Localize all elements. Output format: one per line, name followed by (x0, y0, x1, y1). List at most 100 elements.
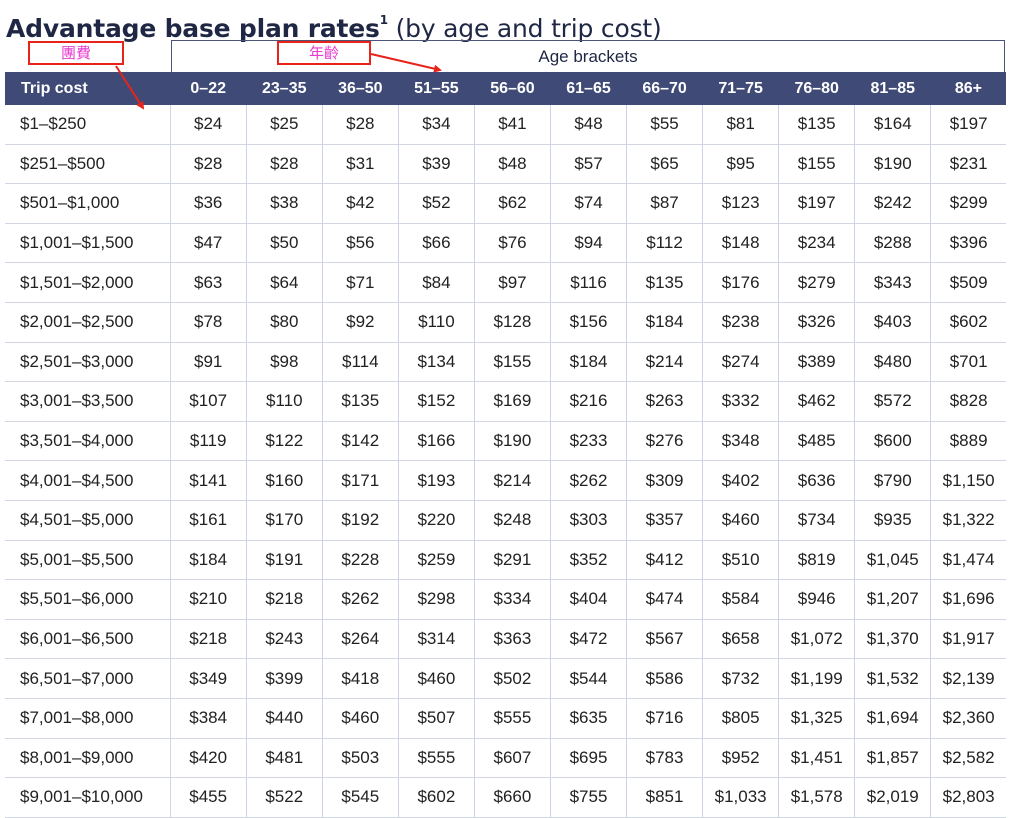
rate-cell: $1,072 (778, 619, 855, 660)
table-row: $9,001–$10,000 $455 $522 $545 $602 $660 $755 $8… (5, 777, 1006, 818)
rate-cell: $56 (321, 223, 399, 264)
rate-cell: $110 (245, 381, 323, 422)
rate-cell: $87 (626, 183, 703, 224)
rate-cell: $135 (321, 381, 399, 422)
rate-cell: $1,451 (778, 738, 855, 779)
trip-cost-cell: $8,001–$9,000 (5, 738, 171, 779)
rate-cell: $602 (397, 777, 475, 818)
rate-cell: $214 (473, 460, 551, 501)
rate-cell: $160 (245, 460, 323, 501)
rate-cell: $123 (702, 183, 779, 224)
trip-cost-column-header: Trip cost (5, 72, 171, 105)
rate-cell: $658 (702, 619, 779, 660)
rate-cell: $403 (854, 302, 931, 343)
rate-cell: $78 (169, 302, 247, 343)
rate-cell: $1,370 (854, 619, 931, 660)
rate-cell: $1,917 (930, 619, 1006, 660)
rate-cell: $47 (169, 223, 247, 264)
rate-cell: $935 (854, 500, 931, 541)
rate-cell: $607 (473, 738, 551, 779)
rate-cell: $264 (321, 619, 399, 660)
rate-cell: $161 (169, 500, 247, 541)
rate-cell: $84 (397, 262, 475, 303)
rate-cell: $695 (549, 738, 627, 779)
trip-cost-cell: $4,501–$5,000 (5, 500, 171, 541)
rate-cell: $234 (778, 223, 855, 264)
rate-cell: $276 (626, 421, 703, 462)
table-row: $5,501–$6,000 $210 $218 $262 $298 $334 $404 $47… (5, 579, 1006, 620)
rate-cell: $36 (169, 183, 247, 224)
rate-cell: $460 (397, 658, 475, 699)
rate-cell: $64 (245, 262, 323, 303)
rate-cell: $805 (702, 698, 779, 739)
table-row: $501–$1,000 $36 $38 $42 $52 $62 $74 $87 $123 $197… (5, 183, 1006, 224)
rate-cell: $1,857 (854, 738, 931, 779)
rate-cell: $348 (702, 421, 779, 462)
table-row: $3,001–$3,500 $107 $110 $135 $152 $169 $216 $26… (5, 381, 1006, 422)
trip-cost-cell: $6,001–$6,500 (5, 619, 171, 660)
age-column-header: 51–55 (398, 72, 475, 105)
age-column-header: 0–22 (170, 72, 247, 105)
rate-cell: $545 (321, 777, 399, 818)
rate-cell: $142 (321, 421, 399, 462)
rate-cell: $50 (245, 223, 323, 264)
rate-cell: $193 (397, 460, 475, 501)
table-row: $7,001–$8,000 $384 $440 $460 $507 $555 $635 $71… (5, 698, 1006, 739)
rate-cell: $1,033 (702, 777, 779, 818)
rate-cell: $279 (778, 262, 855, 303)
trip-cost-cell: $2,001–$2,500 (5, 302, 171, 343)
trip-cost-cell: $5,501–$6,000 (5, 579, 171, 620)
rate-cell: $462 (778, 381, 855, 422)
rate-cell: $1,532 (854, 658, 931, 699)
trip-cost-annotation: 團費 (28, 41, 124, 65)
rate-cell: $134 (397, 342, 475, 383)
rate-cell: $396 (930, 223, 1006, 264)
table-row: $251–$500 $28 $28 $31 $39 $48 $57 $65 $95 $155 $19… (5, 144, 1006, 185)
rate-cell: $602 (930, 302, 1006, 343)
rate-cell: $184 (169, 540, 247, 581)
rate-cell: $184 (626, 302, 703, 343)
rate-cell: $191 (245, 540, 323, 581)
rate-cell: $55 (626, 105, 703, 145)
rate-cell: $389 (778, 342, 855, 383)
rate-cell: $755 (549, 777, 627, 818)
rate-cell: $567 (626, 619, 703, 660)
rate-cell: $197 (930, 105, 1006, 145)
rate-cell: $76 (473, 223, 551, 264)
rate-cell: $128 (473, 302, 551, 343)
trip-cost-cell: $1,001–$1,500 (5, 223, 171, 264)
rate-cell: $460 (702, 500, 779, 541)
rate-cell: $62 (473, 183, 551, 224)
rate-cell: $349 (169, 658, 247, 699)
rate-cell: $38 (245, 183, 323, 224)
rate-cell: $170 (245, 500, 323, 541)
trip-cost-cell: $3,001–$3,500 (5, 381, 171, 422)
rate-cell: $169 (473, 381, 551, 422)
rate-cell: $819 (778, 540, 855, 581)
rate-cell: $218 (245, 579, 323, 620)
trip-cost-cell: $1–$250 (5, 105, 171, 145)
rate-cell: $352 (549, 540, 627, 581)
table-row: $6,001–$6,500 $218 $243 $264 $314 $363 $472 $56… (5, 619, 1006, 660)
table-row: $2,001–$2,500 $78 $80 $92 $110 $128 $156 $184 $2… (5, 302, 1006, 343)
trip-cost-cell: $501–$1,000 (5, 183, 171, 224)
rate-cell: $399 (245, 658, 323, 699)
table-row: $4,001–$4,500 $141 $160 $171 $193 $214 $262 $30… (5, 460, 1006, 501)
trip-cost-cell: $1,501–$2,000 (5, 262, 171, 303)
rate-cell: $94 (549, 223, 627, 264)
rate-cell: $233 (549, 421, 627, 462)
rate-cell: $635 (549, 698, 627, 739)
rate-cell: $783 (626, 738, 703, 779)
table-row: $3,501–$4,000 $119 $122 $142 $166 $190 $233 $27… (5, 421, 1006, 462)
rate-cell: $460 (321, 698, 399, 739)
rate-cell: $184 (549, 342, 627, 383)
age-column-header: 81–85 (854, 72, 931, 105)
rate-cell: $176 (702, 262, 779, 303)
rate-cell: $480 (854, 342, 931, 383)
rate-cell: $48 (549, 105, 627, 145)
age-column-header: 23–35 (246, 72, 323, 105)
rate-cell: $238 (702, 302, 779, 343)
rate-cell: $734 (778, 500, 855, 541)
rate-cell: $1,474 (930, 540, 1006, 581)
rate-cell: $166 (397, 421, 475, 462)
